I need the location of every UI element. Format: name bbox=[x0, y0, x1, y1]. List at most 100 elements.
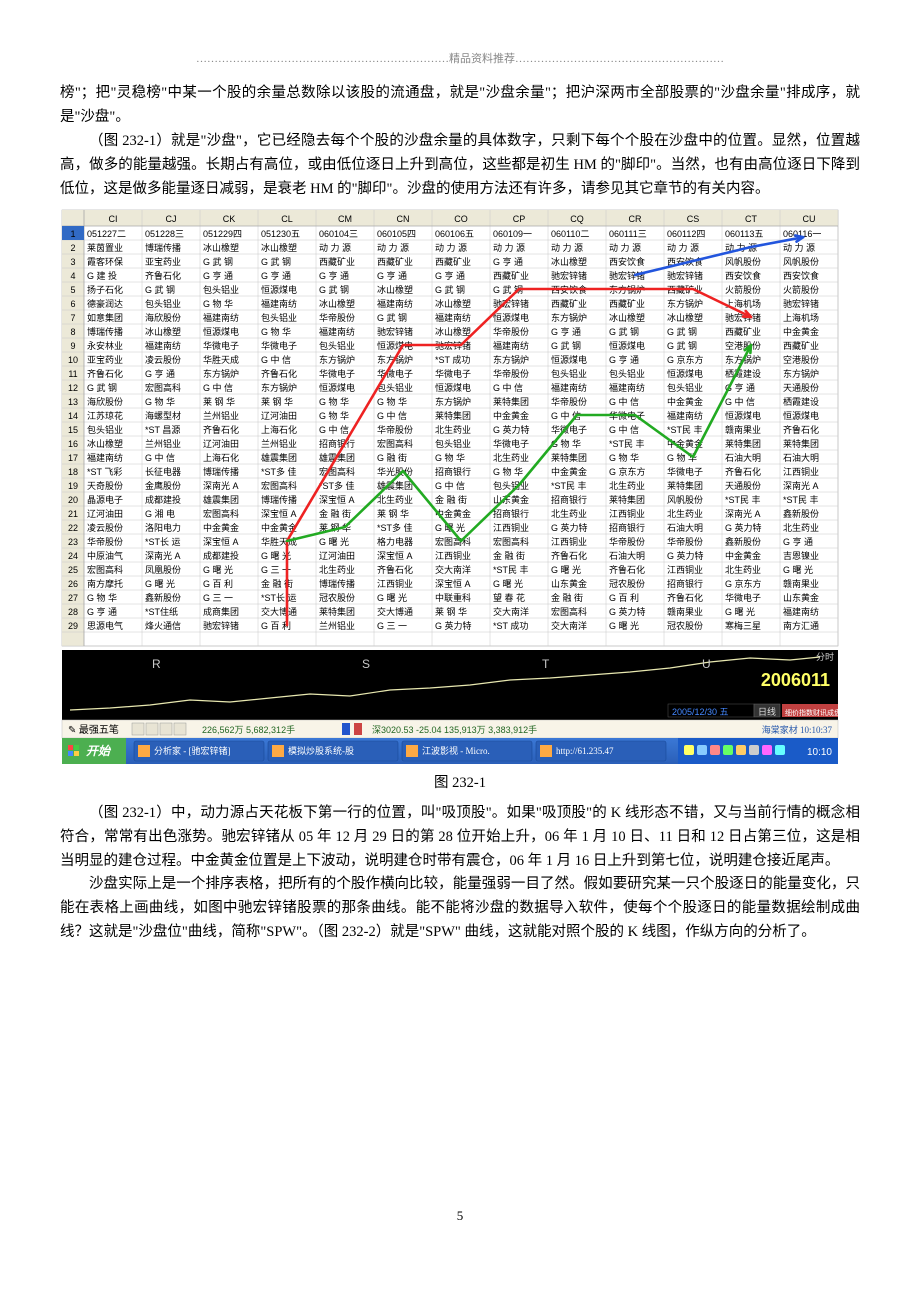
cell: 华微电子 bbox=[725, 592, 761, 603]
cell: 莱 钢 华 bbox=[261, 396, 293, 407]
cell: 中金黄金 bbox=[667, 396, 703, 407]
chart-tab[interactable]: 日线 bbox=[758, 706, 776, 717]
cell: 上海石化 bbox=[261, 424, 297, 435]
tray-icon[interactable] bbox=[710, 745, 720, 755]
tray-icon[interactable] bbox=[697, 745, 707, 755]
info-btn[interactable] bbox=[132, 723, 144, 735]
rownum: 4 bbox=[70, 271, 75, 281]
chart-tab[interactable]: 细价指数财讯成盘评 bbox=[785, 708, 842, 717]
cell: 西藏矿业 bbox=[609, 298, 645, 309]
cell: 南方汇通 bbox=[783, 620, 819, 631]
cell: 西安饮食 bbox=[783, 270, 819, 281]
tray-icon[interactable] bbox=[775, 745, 785, 755]
cell: G 中 信 bbox=[261, 354, 291, 365]
cell: G 英力特 bbox=[667, 550, 704, 561]
info-btn[interactable] bbox=[160, 723, 172, 735]
cell: 中金黄金 bbox=[783, 326, 819, 337]
cell: 石油大明 bbox=[609, 550, 645, 561]
tray-icon[interactable] bbox=[762, 745, 772, 755]
start-label: 开始 bbox=[86, 744, 112, 758]
date-header: 060106五 bbox=[435, 229, 474, 239]
cell: 招商银行 bbox=[319, 438, 355, 449]
cell: 动 力 源 bbox=[783, 242, 815, 253]
cell: 东方锅炉 bbox=[667, 298, 703, 309]
cell: 宏图高科 bbox=[493, 536, 529, 547]
date-header: 051229四 bbox=[203, 229, 242, 239]
cell: 包头铝业 bbox=[609, 368, 645, 379]
cell: *ST多 佳 bbox=[377, 522, 413, 533]
cell: 莱特集团 bbox=[551, 452, 587, 463]
cell: G 曙 光 bbox=[493, 578, 523, 589]
tray-icon[interactable] bbox=[749, 745, 759, 755]
cell: 莱特集团 bbox=[667, 480, 703, 491]
cell: 福建南纺 bbox=[667, 410, 703, 421]
cell: G 京东方 bbox=[609, 466, 646, 477]
cell: G 京东方 bbox=[725, 578, 762, 589]
info-btn[interactable] bbox=[146, 723, 158, 735]
rownum: 3 bbox=[70, 257, 75, 267]
cell: 包头铝业 bbox=[377, 382, 413, 393]
cell: 中金黄金 bbox=[203, 522, 239, 533]
rownum: 22 bbox=[68, 523, 78, 533]
cell: 包头铝业 bbox=[435, 438, 471, 449]
info-sep bbox=[354, 723, 362, 735]
cell: 成都建投 bbox=[203, 550, 239, 561]
cell: G 武 钢 bbox=[203, 256, 233, 267]
cell: *ST多 佳 bbox=[261, 466, 297, 477]
cell: 福建南纺 bbox=[319, 326, 355, 337]
cell: 东方锅炉 bbox=[319, 354, 355, 365]
cell: 冰山橡塑 bbox=[667, 312, 703, 323]
rownum: 19 bbox=[68, 481, 78, 491]
date-header: 060113五 bbox=[725, 229, 763, 239]
cell: 恒源煤电 bbox=[261, 284, 297, 295]
cell: 华帝股份 bbox=[377, 424, 413, 435]
cell: 江西铜业 bbox=[435, 550, 471, 561]
cell: 江西铜业 bbox=[493, 522, 529, 533]
info-btn[interactable] bbox=[174, 723, 186, 735]
cell: G 武 钢 bbox=[667, 326, 697, 337]
tray-icon[interactable] bbox=[723, 745, 733, 755]
cell: 冠农股份 bbox=[667, 620, 703, 631]
date-header: 060104三 bbox=[319, 229, 358, 239]
cell: G 三 一 bbox=[377, 621, 407, 631]
cell: 福建南纺 bbox=[203, 312, 239, 323]
cell: 火箭股份 bbox=[725, 284, 761, 295]
info-left[interactable]: ✎ 最强五笔 bbox=[68, 723, 119, 736]
tray-icon[interactable] bbox=[684, 745, 694, 755]
cell: 动 力 源 bbox=[609, 242, 641, 253]
cell: 辽河油田 bbox=[203, 438, 239, 449]
cell: 深南光 A bbox=[725, 508, 761, 519]
cell: 福建南纺 bbox=[435, 312, 471, 323]
cell: 西安饮食 bbox=[725, 270, 761, 281]
cell: 恒源煤电 bbox=[667, 368, 703, 379]
cell: 冰山橡塑 bbox=[87, 438, 123, 449]
cell: *ST民 丰 bbox=[783, 494, 819, 505]
cell: 博瑞传播 bbox=[261, 494, 297, 505]
cell: 东方锅炉 bbox=[783, 368, 819, 379]
cell: 华微电子 bbox=[261, 340, 297, 351]
cell: 江西铜业 bbox=[377, 578, 413, 589]
cell: 华微电子 bbox=[667, 466, 703, 477]
cell: 冰山橡塑 bbox=[203, 242, 239, 253]
cell: G 英力特 bbox=[609, 606, 646, 617]
cell: G 英力特 bbox=[551, 522, 588, 533]
cell: *ST民 丰 bbox=[609, 438, 645, 449]
cell: G 亨 通 bbox=[319, 270, 349, 281]
cell: 博瑞传播 bbox=[87, 326, 123, 337]
rownum: 27 bbox=[68, 593, 78, 603]
cell: 成商集团 bbox=[203, 606, 239, 617]
cell: 齐鲁石化 bbox=[87, 368, 123, 379]
cell: 亚宝药业 bbox=[87, 354, 123, 365]
tray-icon[interactable] bbox=[736, 745, 746, 755]
cell: 冰山橡塑 bbox=[377, 284, 413, 295]
cell: *ST多 佳 bbox=[319, 480, 355, 491]
cell: 冠农股份 bbox=[609, 578, 645, 589]
cell: G 中 信 bbox=[435, 480, 465, 491]
taskbar-item-label: 模拟炒股系统-股 bbox=[288, 745, 354, 756]
paragraph-2: （图 232-1）就是"沙盘"，它已经隐去每个个股的沙盘余量的具体数字，只剩下每… bbox=[60, 130, 860, 202]
cell: 深南光 A bbox=[783, 480, 819, 491]
cell: 宏图高科 bbox=[261, 480, 297, 491]
cell: 深南光 A bbox=[145, 550, 181, 561]
cell: 北生药业 bbox=[551, 508, 587, 519]
cell: 莱特集团 bbox=[319, 606, 355, 617]
